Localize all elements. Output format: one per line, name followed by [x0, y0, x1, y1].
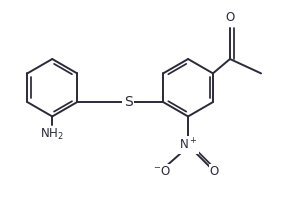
Text: N$^+$: N$^+$	[179, 138, 197, 153]
Text: S: S	[124, 95, 133, 109]
Text: NH$_2$: NH$_2$	[40, 127, 64, 142]
Text: O: O	[225, 11, 235, 24]
Text: $^{-}$O: $^{-}$O	[153, 165, 171, 178]
Text: O: O	[210, 165, 219, 178]
